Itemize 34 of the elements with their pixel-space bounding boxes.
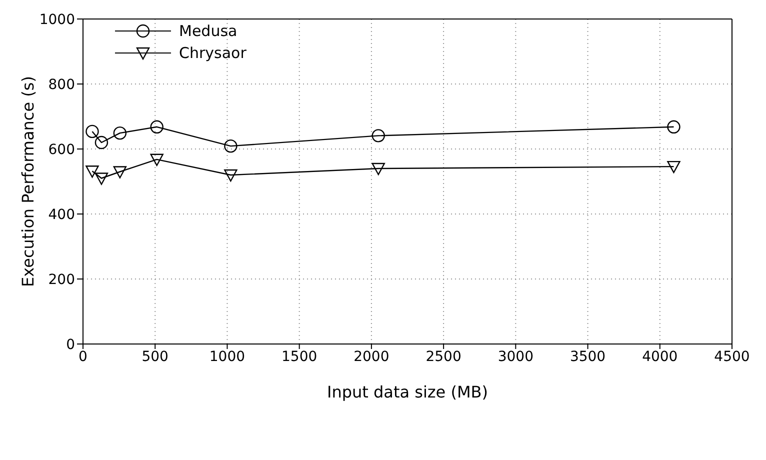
- point: [224, 139, 238, 153]
- point: [86, 166, 99, 178]
- x-axis-title: Input data size (MB): [326, 382, 488, 402]
- point: [667, 120, 680, 134]
- point: [224, 169, 238, 182]
- point: [113, 166, 127, 178]
- y-tick-label: 1000: [39, 12, 75, 28]
- legend-label: Chrysaor: [179, 44, 246, 62]
- y-tick-label: 800: [48, 76, 75, 93]
- x-tick-label: 1500: [282, 348, 318, 365]
- y-tick-label: 0: [66, 336, 75, 353]
- y-tick-label: 200: [48, 272, 75, 288]
- x-tick-label: 3500: [570, 348, 606, 365]
- point: [94, 136, 108, 150]
- point: [667, 160, 680, 174]
- x-tick-label: 500: [142, 348, 168, 365]
- x-tick-label: 3000: [498, 348, 534, 365]
- point: [372, 129, 385, 142]
- x-tick-label: 4500: [714, 348, 750, 365]
- y-tick-label: 600: [48, 142, 75, 158]
- point: [86, 124, 99, 138]
- point: [372, 162, 385, 176]
- x-tick-label: 4000: [642, 348, 678, 365]
- x-tick-label: 2000: [354, 348, 390, 365]
- point: [113, 126, 127, 140]
- y-axis-title: Execution Performance (s): [18, 76, 38, 287]
- point: [150, 154, 164, 166]
- x-tick-label: 0: [78, 348, 88, 365]
- y-tick-label: 400: [48, 206, 75, 223]
- point: [94, 172, 108, 185]
- x-tick-label: 2500: [426, 348, 462, 365]
- point: [150, 120, 164, 134]
- x-tick-label: 1000: [209, 348, 246, 365]
- legend-label: Medusa: [179, 22, 238, 40]
